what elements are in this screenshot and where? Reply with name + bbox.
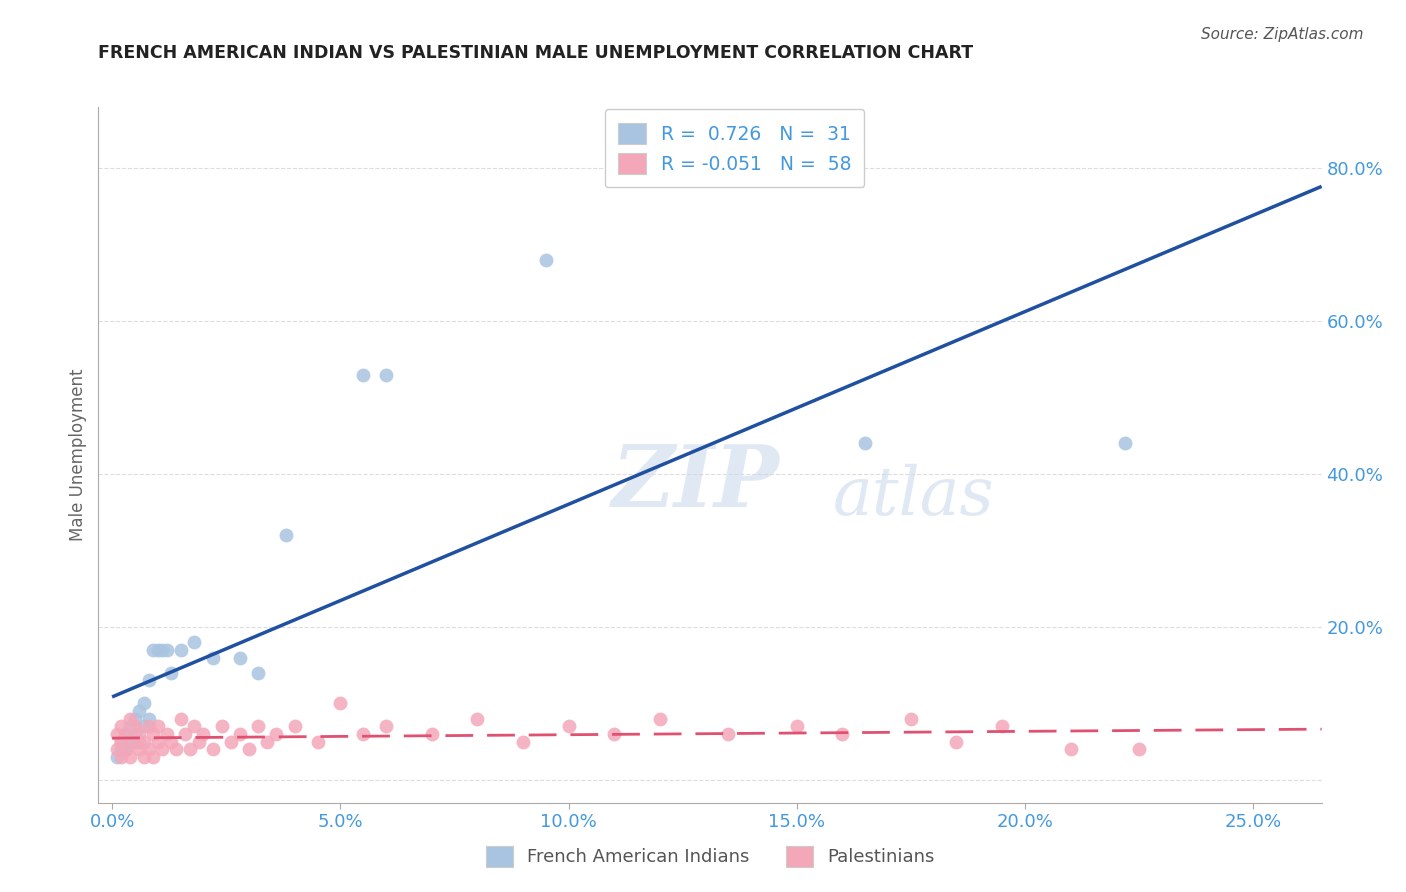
Point [465, 712, 488, 726]
Point [138, 742, 160, 756]
Point [211, 719, 233, 733]
Point [352, 368, 374, 382]
Point [229, 727, 252, 741]
Point [146, 734, 169, 748]
Point [256, 734, 278, 748]
Point [142, 643, 165, 657]
Text: atlas: atlas [832, 464, 994, 529]
Point [534, 252, 557, 267]
Point [110, 719, 132, 733]
Point [187, 734, 209, 748]
Point [128, 734, 150, 748]
Point [110, 734, 132, 748]
Text: Source: ZipAtlas.com: Source: ZipAtlas.com [1201, 27, 1364, 42]
Point [945, 734, 967, 748]
Point [150, 643, 173, 657]
Point [165, 742, 187, 756]
Point [120, 712, 142, 726]
Point [193, 727, 215, 741]
Point [247, 719, 270, 733]
Point [110, 750, 132, 764]
Point [110, 742, 132, 756]
Point [900, 712, 922, 726]
Point [120, 750, 142, 764]
Point [105, 750, 128, 764]
Point [128, 704, 150, 718]
Point [120, 719, 142, 733]
Point [110, 734, 132, 748]
Point [274, 528, 297, 542]
Point [146, 719, 169, 733]
Point [124, 719, 146, 733]
Point [557, 719, 579, 733]
Point [329, 697, 352, 711]
Point [146, 643, 169, 657]
Point [114, 727, 136, 741]
Point [648, 712, 671, 726]
Point [512, 734, 534, 748]
Point [138, 719, 160, 733]
Text: FRENCH AMERICAN INDIAN VS PALESTINIAN MALE UNEMPLOYMENT CORRELATION CHART: FRENCH AMERICAN INDIAN VS PALESTINIAN MA… [98, 45, 973, 62]
Point [284, 719, 307, 733]
Point [420, 727, 443, 741]
Point [603, 727, 626, 741]
Point [160, 665, 183, 680]
Point [229, 650, 252, 665]
Point [247, 665, 270, 680]
Point [114, 727, 136, 741]
Point [831, 727, 853, 741]
Y-axis label: Male Unemployment: Male Unemployment [69, 368, 87, 541]
Point [238, 742, 260, 756]
Point [1128, 742, 1150, 756]
Point [105, 727, 128, 741]
Point [128, 727, 150, 741]
Point [142, 750, 165, 764]
Point [138, 712, 160, 726]
Point [128, 742, 150, 756]
Point [352, 727, 374, 741]
Point [142, 727, 165, 741]
Point [375, 368, 398, 382]
Point [169, 643, 191, 657]
Point [124, 734, 146, 748]
Point [717, 727, 740, 741]
Point [138, 673, 160, 688]
Point [105, 742, 128, 756]
Point [169, 712, 191, 726]
Point [132, 697, 155, 711]
Point [183, 635, 205, 649]
Legend: French American Indians, Palestinians: French American Indians, Palestinians [478, 838, 942, 874]
Point [160, 734, 183, 748]
Point [114, 742, 136, 756]
Point [307, 734, 329, 748]
Point [375, 719, 398, 733]
Point [201, 650, 224, 665]
Point [156, 727, 179, 741]
Point [1059, 742, 1081, 756]
Point [183, 719, 205, 733]
Point [114, 742, 136, 756]
Point [150, 742, 173, 756]
Point [853, 436, 876, 450]
Point [132, 750, 155, 764]
Point [786, 719, 808, 733]
Text: ZIP: ZIP [612, 441, 780, 524]
Point [132, 719, 155, 733]
Point [991, 719, 1014, 733]
Point [219, 734, 242, 748]
Point [124, 727, 146, 741]
Point [174, 727, 197, 741]
Point [266, 727, 288, 741]
Point [124, 712, 146, 726]
Point [156, 643, 179, 657]
Point [1114, 436, 1136, 450]
Point [201, 742, 224, 756]
Point [120, 734, 142, 748]
Point [179, 742, 201, 756]
Point [132, 734, 155, 748]
